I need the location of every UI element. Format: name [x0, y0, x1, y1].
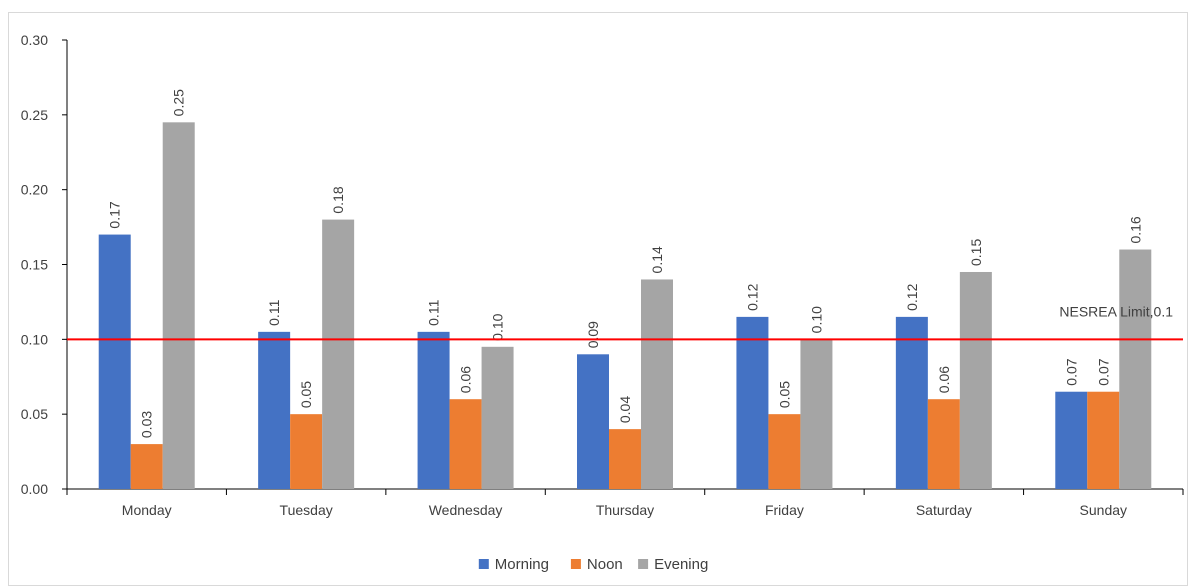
- data-label: 0.16: [1127, 216, 1143, 243]
- bar: [577, 354, 609, 489]
- bar: [609, 429, 641, 489]
- y-tick-label: 0.05: [21, 406, 48, 422]
- x-tick-label: Thursday: [596, 502, 654, 518]
- legend-swatch: [570, 559, 581, 569]
- bar: [736, 316, 769, 489]
- x-axis: Monday Tuesday Wednesday Thursday Friday Satu…: [66, 488, 1184, 518]
- bar: [162, 122, 195, 490]
- bar: [417, 331, 450, 489]
- data-label: 0.07: [1095, 358, 1111, 385]
- bar: [322, 219, 355, 489]
- x-tick-label: Monday: [122, 502, 172, 518]
- y-tick-label: 0.00: [21, 481, 48, 497]
- bar: [98, 234, 131, 489]
- reference-line-group: NESREA Limit,0.1: [67, 303, 1183, 341]
- y-tick-label: 0.30: [21, 32, 48, 48]
- bar: [481, 346, 514, 489]
- bar: [449, 399, 482, 489]
- data-label: 0.14: [649, 246, 665, 273]
- bar: [895, 316, 928, 489]
- data-label: 0.12: [744, 283, 760, 310]
- x-tick-label: Tuesday: [280, 502, 333, 518]
- data-label: 0.18: [330, 186, 346, 213]
- x-tick-label: Wednesday: [429, 502, 503, 518]
- legend-item: Noon: [570, 556, 623, 573]
- data-label: 0.11: [426, 299, 442, 325]
- legend: Morning Noon Evening: [478, 556, 708, 573]
- y-tick-label: 0.15: [21, 257, 48, 273]
- legend-label: Evening: [654, 556, 708, 573]
- bar: [1087, 391, 1120, 489]
- data-label: 0.06: [936, 366, 952, 393]
- data-label: 0.15: [968, 239, 984, 266]
- bar: [959, 271, 992, 489]
- data-label: 0.04: [617, 396, 633, 423]
- data-label: 0.17: [107, 201, 123, 228]
- bar: [130, 444, 163, 489]
- bar: [258, 331, 291, 489]
- legend-swatch: [638, 559, 649, 569]
- data-label: 0.03: [139, 411, 155, 438]
- data-label: 0.11: [266, 299, 282, 325]
- bars: [98, 122, 1152, 490]
- legend-item: Morning: [478, 556, 549, 573]
- data-label: 0.09: [585, 321, 601, 348]
- y-axis: 0.00 0.05 0.10 0.15 0.20 0.25 0.30: [21, 32, 68, 497]
- x-tick-label: Friday: [765, 502, 804, 518]
- legend-label: Morning: [495, 556, 549, 573]
- bar: [800, 339, 833, 489]
- reference-line-label: NESREA Limit,0.1: [1059, 303, 1173, 319]
- x-tick-label: Saturday: [916, 502, 972, 518]
- data-label: 0.10: [490, 313, 506, 340]
- data-label: 0.25: [171, 89, 187, 116]
- data-labels: 0.17 0.11 0.11 0.09 0.12 0.12 0.07 0.03 0.05 0.06…: [107, 89, 1144, 438]
- legend-label: Noon: [587, 556, 623, 573]
- legend-swatch: [478, 559, 489, 569]
- bar: [768, 414, 801, 489]
- legend-item: Evening: [638, 556, 708, 573]
- bar: [1119, 249, 1152, 489]
- bar: [927, 399, 960, 489]
- y-tick-label: 0.10: [21, 331, 48, 347]
- y-tick-label: 0.20: [21, 182, 48, 198]
- data-label: 0.12: [904, 283, 920, 310]
- bar: [641, 279, 673, 489]
- bar: [1055, 391, 1088, 489]
- bar: [290, 414, 323, 489]
- y-tick-label: 0.25: [21, 107, 48, 123]
- chart-frame: [8, 12, 1188, 586]
- data-label: 0.10: [808, 306, 824, 333]
- data-label: 0.07: [1063, 358, 1079, 385]
- data-label: 0.05: [776, 381, 792, 408]
- x-tick-label: Sunday: [1080, 502, 1127, 518]
- data-label: 0.05: [298, 381, 314, 408]
- data-label: 0.06: [458, 366, 474, 393]
